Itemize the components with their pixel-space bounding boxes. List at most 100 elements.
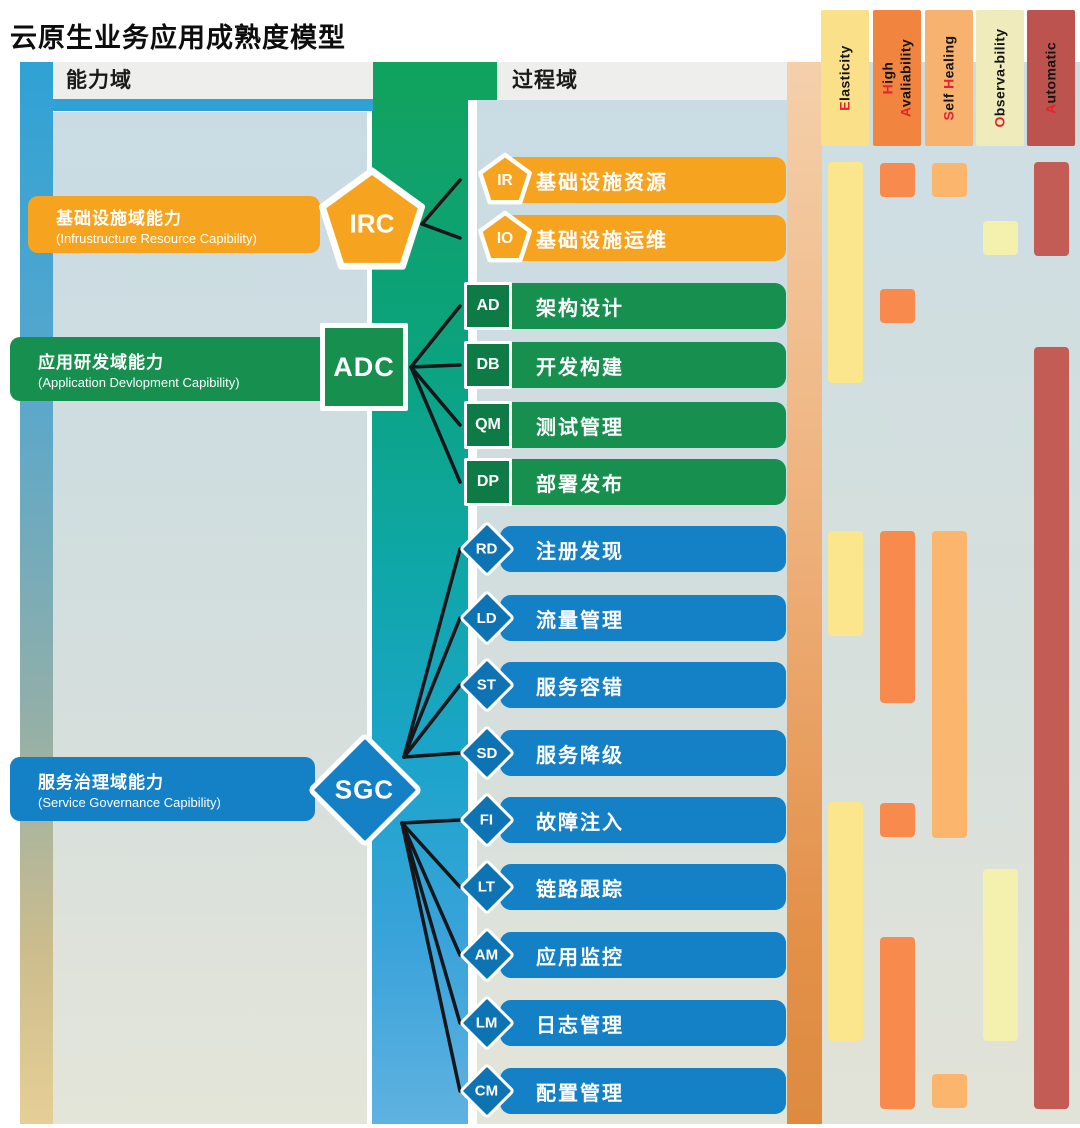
matrix-header-label-elasticity: Elasticity — [836, 45, 854, 111]
matrix-header-label-self-healing: Self Healing — [940, 36, 958, 121]
process-row-CM: 配置管理 — [500, 1068, 786, 1114]
badge-AD: AD — [464, 282, 512, 330]
capability-panel-background — [53, 112, 367, 1124]
svg-text:IR: IR — [497, 172, 512, 189]
matrix-header-line: Self Healing — [940, 36, 958, 121]
matrix-left-gradient-band — [787, 62, 822, 1124]
red-letter: S — [940, 110, 957, 121]
matrix-header-line: Avaliability — [897, 39, 915, 117]
capability-rect-SGC: 服务治理域能力 (Service Governance Capibility) — [10, 757, 315, 821]
red-letter: E — [836, 101, 853, 111]
matrix-bar-high-availability-AD-AD — [879, 289, 915, 323]
matrix-header-elasticity: Elasticity — [821, 10, 869, 146]
label-text: igh — [879, 61, 896, 84]
matrix-header-high-availability: High Avaliability — [873, 10, 921, 146]
matrix-bar-high-availability-FI-FI — [879, 803, 915, 837]
matrix-header-line: Observa-bility — [991, 29, 1009, 128]
matrix-bar-elasticity-IR-DB — [827, 162, 863, 383]
capability-rect-IRC: 基础设施域能力 (Infrustructure Resource Capibili… — [28, 196, 320, 253]
badge-label-LM: LM — [476, 1014, 498, 1032]
pentagon-badge-shape: IR — [478, 152, 532, 205]
matrix-header-self-healing: Self Healing — [925, 10, 973, 146]
process-row-RD: 注册发现 — [500, 526, 786, 572]
capability-header-underline — [53, 99, 373, 111]
capability-sublabel-ADC: (Application Devlopment Capibility) — [38, 375, 240, 390]
capability-sublabel-SGC: (Service Governance Capibility) — [38, 795, 221, 810]
label-text: valiability — [897, 38, 913, 108]
center-column-header-cap — [372, 62, 497, 100]
badge-DB: DB — [464, 341, 512, 389]
red-letter: O — [991, 116, 1008, 128]
label-text: elf — [940, 88, 957, 111]
badge-IO: IO — [476, 210, 534, 271]
process-row-IR: 基础设施资源 — [500, 157, 786, 203]
matrix-bar-high-availability-IR-IR — [879, 163, 915, 197]
process-row-IO: 基础设施运维 — [500, 215, 786, 261]
matrix-bar-high-availability-AM-CM — [879, 937, 915, 1109]
process-row-LD: 流量管理 — [500, 595, 786, 641]
badge-label-LT: LT — [478, 878, 496, 896]
matrix-header-automatic: Automatic — [1027, 10, 1075, 146]
svg-text:IRC: IRC — [350, 209, 395, 239]
process-row-ST: 服务容错 — [500, 662, 786, 708]
matrix-header-observability: Observa-bility — [976, 10, 1024, 146]
badge-label-SD: SD — [476, 744, 498, 762]
process-row-DP: 部署发布 — [500, 459, 786, 505]
matrix-header-line: Automatic — [1042, 42, 1060, 114]
matrix-bar-self-healing-RD-FI — [931, 531, 967, 838]
matrix-bar-automatic-IR-IO — [1033, 162, 1069, 256]
matrix-header-label-observability: Observa-bility — [991, 29, 1009, 128]
badge-label-ST: ST — [477, 676, 497, 694]
matrix-header-label-automatic: Automatic — [1042, 42, 1060, 114]
matrix-bar-elasticity-FI-LM — [827, 802, 863, 1041]
sgc-diamond-label: SGC — [335, 774, 395, 805]
red-letter: A — [897, 107, 913, 118]
capability-domain-header: 能力域 — [53, 62, 373, 99]
capability-label-SGC: 服务治理域能力 — [38, 773, 164, 792]
process-domain-header: 过程域 — [497, 62, 787, 100]
matrix-bar-self-healing-IR-IR — [931, 163, 967, 197]
label-text: bserva-bility — [991, 28, 1008, 117]
process-row-QM: 测试管理 — [500, 402, 786, 448]
process-row-FI: 故障注入 — [500, 797, 786, 843]
label-text: utomatic — [1042, 41, 1059, 104]
irc-pentagon: IRC — [314, 167, 430, 286]
badge-label-RD: RD — [476, 540, 498, 558]
matrix-header-line: High — [880, 39, 898, 117]
red-letter: H — [940, 78, 957, 89]
matrix-bar-observability-LT-LM — [982, 869, 1018, 1041]
svg-text:IO: IO — [497, 230, 513, 247]
label-text: lasticity — [836, 45, 853, 101]
page-title: 云原生业务应用成熟度模型 — [10, 23, 346, 53]
matrix-bar-high-availability-RD-ST — [879, 531, 915, 703]
matrix-bar-automatic-DB-CM — [1033, 347, 1069, 1109]
badge-label-CM: CM — [475, 1082, 499, 1100]
irc-pentagon-shape: IRC — [318, 167, 426, 270]
badge-label-LD: LD — [477, 609, 497, 627]
capability-sublabel-IRC: (Infrustructure Resource Capibility) — [56, 230, 257, 246]
capability-label-IRC: 基础设施域能力 — [56, 208, 182, 228]
adc-square: ADC — [320, 323, 408, 411]
matrix-bar-elasticity-RD-LD — [827, 531, 863, 636]
matrix-bar-self-healing-CM-CM — [931, 1074, 967, 1108]
badge-DP: DP — [464, 458, 512, 506]
matrix-bar-observability-IO-IO — [982, 221, 1018, 255]
capability-rect-ADC: 应用研发域能力 (Application Devlopment Capibilit… — [10, 337, 330, 401]
process-row-LT: 链路跟踪 — [500, 864, 786, 910]
process-row-AD: 架构设计 — [500, 283, 786, 329]
process-row-SD: 服务降级 — [500, 730, 786, 776]
badge-label-AM: AM — [475, 946, 499, 964]
matrix-header-line: Elasticity — [836, 45, 854, 111]
process-row-AM: 应用监控 — [500, 932, 786, 978]
capability-label-ADC: 应用研发域能力 — [38, 353, 164, 372]
badge-label-FI: FI — [480, 811, 494, 829]
process-row-LM: 日志管理 — [500, 1000, 786, 1046]
matrix-header-label-high-availability: High Avaliability — [880, 39, 915, 117]
process-row-DB: 开发构建 — [500, 342, 786, 388]
pentagon-badge-shape: IO — [478, 210, 532, 263]
red-letter: H — [879, 83, 896, 95]
label-text: ealing — [940, 35, 957, 79]
badge-IR: IR — [476, 152, 534, 213]
badge-QM: QM — [464, 401, 512, 449]
